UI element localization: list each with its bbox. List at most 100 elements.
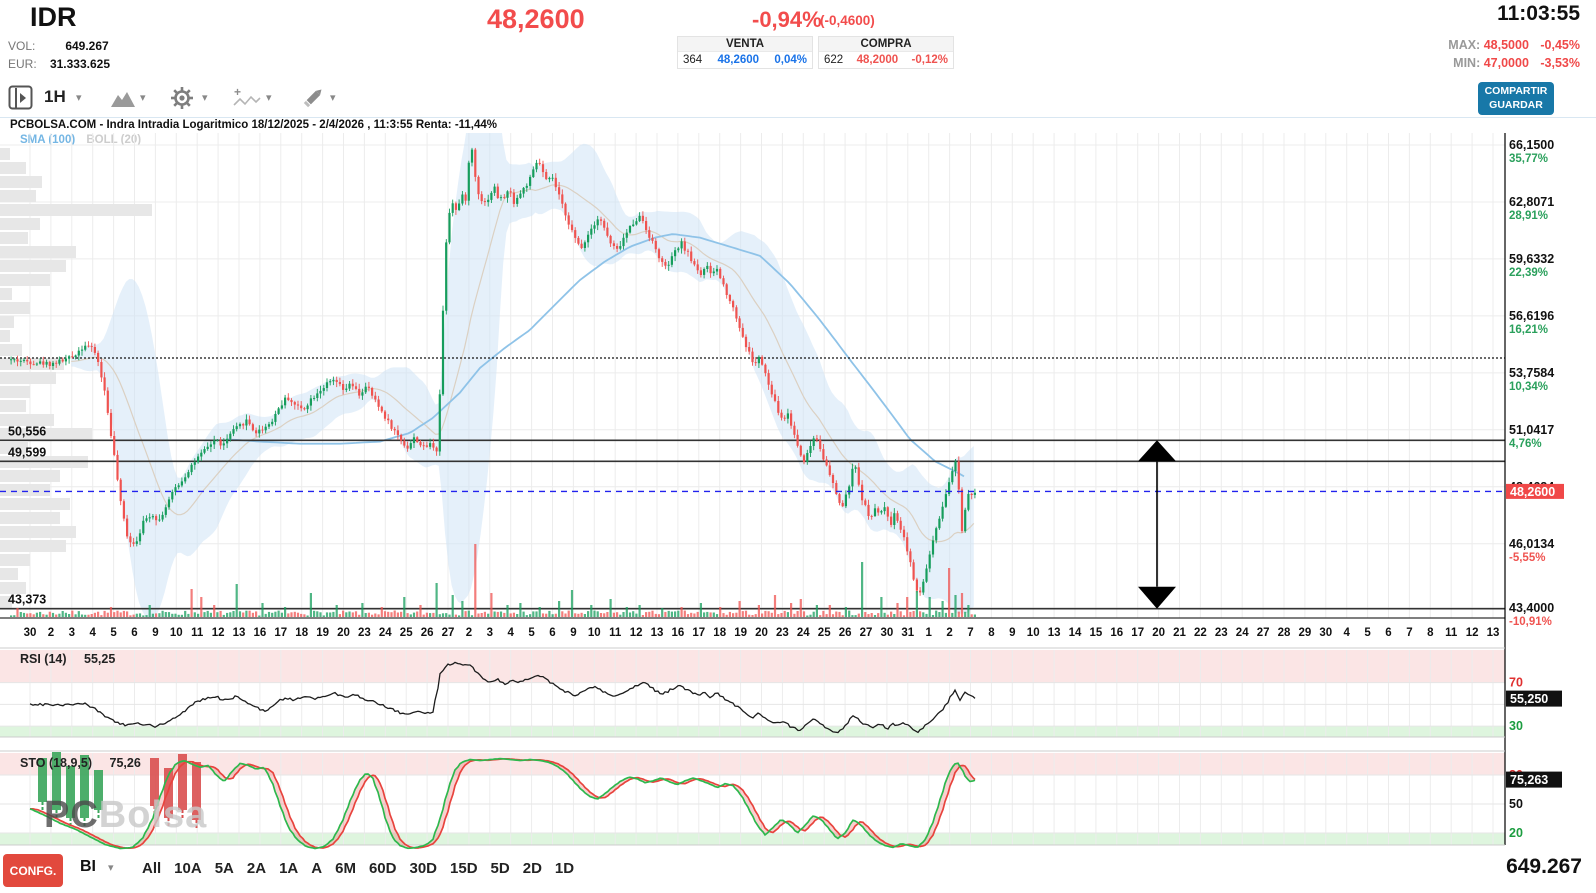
watermark: PCBolsa (44, 794, 207, 837)
eur-value: 31.333.625 (49, 57, 111, 71)
min-label: MIN: (1453, 56, 1481, 70)
range-button-60d[interactable]: 60D (368, 859, 397, 877)
current-price-badge: 48,2600 (1506, 483, 1564, 499)
x-axis-label: 20 (337, 627, 350, 639)
save-label: GUARDAR (1489, 98, 1543, 111)
symbol-title: IDR (30, 2, 77, 32)
min-value: 47,0000 (1483, 56, 1529, 70)
eur-row: EUR: 31.333.625 (8, 57, 110, 71)
draw-tools-caret-icon[interactable]: ▾ (330, 92, 336, 104)
x-axis-label: 17 (274, 627, 287, 639)
x-axis-label: 26 (421, 627, 434, 639)
range-button-2a[interactable]: 2A (246, 859, 267, 877)
x-axis-label: 6 (549, 627, 555, 639)
x-axis-label: 20 (755, 627, 768, 639)
sto-badge: 75,263 (1510, 773, 1548, 787)
range-button-10a[interactable]: 10A (174, 859, 202, 877)
indicators-icon[interactable]: + (232, 85, 262, 111)
ask-pct: -0,12% (911, 54, 948, 66)
chart-type-caret-icon[interactable]: ▾ (140, 92, 146, 104)
x-axis-label: 28 (1278, 627, 1291, 639)
sto-tick: 20 (1509, 826, 1523, 840)
price-tick-pct: -10,91% (1509, 616, 1552, 628)
x-axis-label: 10 (588, 627, 601, 639)
price-tick-pct: 16,21% (1509, 324, 1548, 336)
x-axis-label: 16 (672, 627, 685, 639)
range-buttons: All 10A 5A 2A 1A A 6M 60D 30D 15D 5D 2D 1D (142, 847, 574, 889)
index-caret-icon[interactable]: ▾ (108, 862, 114, 874)
range-button-all[interactable]: All (142, 859, 162, 877)
range-button-15d[interactable]: 15D (450, 859, 478, 877)
vol-label: VOL: (8, 39, 36, 53)
share-label: COMPARTIR (1484, 84, 1548, 97)
timeframe-selector[interactable]: 1H (44, 87, 66, 107)
x-axis-label: 27 (1257, 627, 1270, 639)
price-tick: 56,6196 (1509, 309, 1554, 323)
price-tick: 43,4000 (1509, 601, 1554, 615)
watermark-light: Bolsa (98, 794, 208, 836)
range-button-5a[interactable]: 5A (214, 859, 234, 877)
x-axis-label: 10 (170, 627, 183, 639)
level-label-upper: 50,556 (8, 424, 46, 438)
bid-title: VENTA (678, 37, 812, 52)
sto-lines (29, 757, 976, 850)
price-tick-pct: 4,76% (1509, 438, 1542, 450)
x-axis-label: 30 (24, 627, 37, 639)
rsi-badge: 55,250 (1510, 692, 1548, 706)
rsi-axis: 70 30 55,250 (1506, 676, 1562, 733)
x-axis-label: 27 (442, 627, 455, 639)
range-button-a[interactable]: A (311, 859, 323, 877)
x-axis-label: 16 (254, 627, 267, 639)
level-label-mid: 49,599 (8, 445, 46, 459)
x-axis-label: 8 (988, 627, 995, 639)
range-button-5d[interactable]: 5D (490, 859, 510, 877)
x-axis-label: 27 (860, 627, 873, 639)
panel-toggle-icon[interactable] (8, 85, 34, 111)
range-button-1a[interactable]: 1A (279, 859, 299, 877)
change-percent: -0,94% (752, 7, 822, 32)
legend-sma[interactable]: SMA (100) (20, 134, 76, 146)
share-save-button[interactable]: COMPARTIR GUARDAR (1478, 82, 1554, 115)
x-axis-label: 24 (797, 627, 810, 639)
rsi-line (29, 661, 976, 734)
chart-type-icon[interactable] (110, 87, 136, 109)
x-axis-label: 19 (316, 627, 329, 639)
x-axis-label: 13 (651, 627, 664, 639)
x-axis-label: 13 (1048, 627, 1061, 639)
index-selector[interactable]: BI (80, 858, 96, 875)
x-axis-label: 18 (295, 627, 308, 639)
draw-tools-icon[interactable] (298, 85, 328, 111)
volume-row: VOL: 649.267 (8, 39, 109, 53)
range-button-30d[interactable]: 30D (409, 859, 438, 877)
level-label-lower: 43,373 (8, 593, 46, 607)
range-arrow (1138, 440, 1176, 609)
price-tick-pct: 28,91% (1509, 210, 1548, 222)
change-absolute: (-0,4600) (820, 13, 875, 28)
x-axis-label: 4 (507, 627, 514, 639)
ask-title: COMPRA (819, 37, 953, 52)
range-button-6m[interactable]: 6M (335, 859, 356, 877)
x-axis-label: 5 (1364, 627, 1371, 639)
x-axis-label: 13 (1487, 627, 1500, 639)
bid-pct: 0,04% (774, 54, 807, 66)
x-axis-labels: 30 2 3 4 5 6 9 10 11 12 13 16 17 18 19 20 23 24 25 26 27 2 3 4 5… (24, 627, 1500, 639)
x-axis-label: 19 (734, 627, 747, 639)
x-axis-label: 25 (818, 627, 831, 639)
x-axis-label: 12 (212, 627, 225, 639)
indicators-caret-icon[interactable]: ▾ (266, 92, 272, 104)
settings-gear-icon[interactable] (168, 84, 196, 112)
timeframe-caret-icon[interactable]: ▾ (76, 92, 82, 104)
sto-label-row: STO (18,9,5) 75,26 (20, 756, 141, 770)
range-button-1d[interactable]: 1D (554, 859, 575, 877)
config-button[interactable]: CONFG. (3, 854, 63, 887)
x-axis-label: 5 (528, 627, 535, 639)
rsi-tick: 30 (1509, 719, 1523, 733)
price-tick-pct: 35,77% (1509, 153, 1548, 165)
range-button-2d[interactable]: 2D (522, 859, 542, 877)
price-tick: 46,0134 (1509, 537, 1554, 551)
max-value: 48,5000 (1483, 38, 1529, 52)
settings-caret-icon[interactable]: ▾ (202, 92, 208, 104)
